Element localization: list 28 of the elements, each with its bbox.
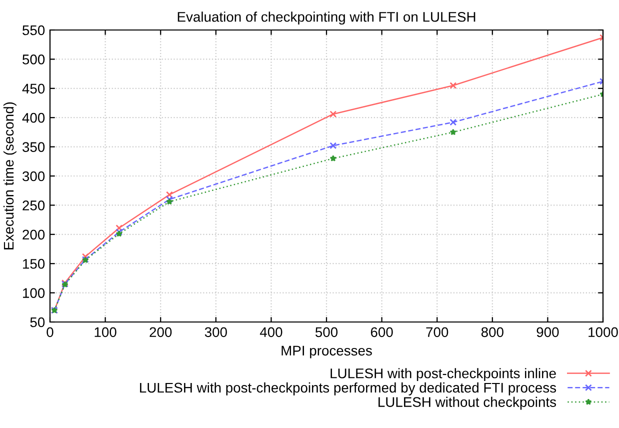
x-tick-label: 700 xyxy=(426,327,448,338)
legend-label: LULESH with post-checkpoints inline xyxy=(330,368,556,382)
y-tick-label: 150 xyxy=(23,258,45,269)
x-tick-label: 400 xyxy=(260,327,282,338)
legend-label: LULESH without checkpoints xyxy=(378,396,556,410)
x-axis-title: MPI processes xyxy=(282,346,372,358)
legend-label: LULESH with post-checkpoints performed by dedicated FTI process xyxy=(140,382,556,396)
chart-title: Evaluation of checkpointing with FTI on LULESH xyxy=(178,12,476,25)
y-tick-label: 100 xyxy=(23,288,45,298)
y-axis-title: Execution time (second) xyxy=(3,102,16,250)
x-tick-label: 600 xyxy=(370,327,393,338)
x-tick-label: 300 xyxy=(204,327,227,338)
y-tick-label: 250 xyxy=(22,200,45,210)
y-tick-label: 550 xyxy=(22,25,45,36)
y-tick-label: 450 xyxy=(22,84,45,94)
y-tick-label: 500 xyxy=(22,54,45,64)
x-tick-label: 0 xyxy=(46,327,54,338)
y-tick-label: 300 xyxy=(22,171,45,182)
x-tick-label: 800 xyxy=(481,327,504,338)
y-tick-label: 350 xyxy=(22,142,45,152)
x-tick-label: 500 xyxy=(315,327,338,338)
y-tick-label: 400 xyxy=(22,112,45,123)
x-tick-label: 200 xyxy=(150,327,172,338)
y-tick-label: 50 xyxy=(30,317,45,328)
x-tick-label: 100 xyxy=(94,327,116,338)
x-tick-label: 1000 xyxy=(588,327,618,338)
x-tick-label: 900 xyxy=(536,327,559,338)
y-tick-label: 200 xyxy=(22,230,45,240)
